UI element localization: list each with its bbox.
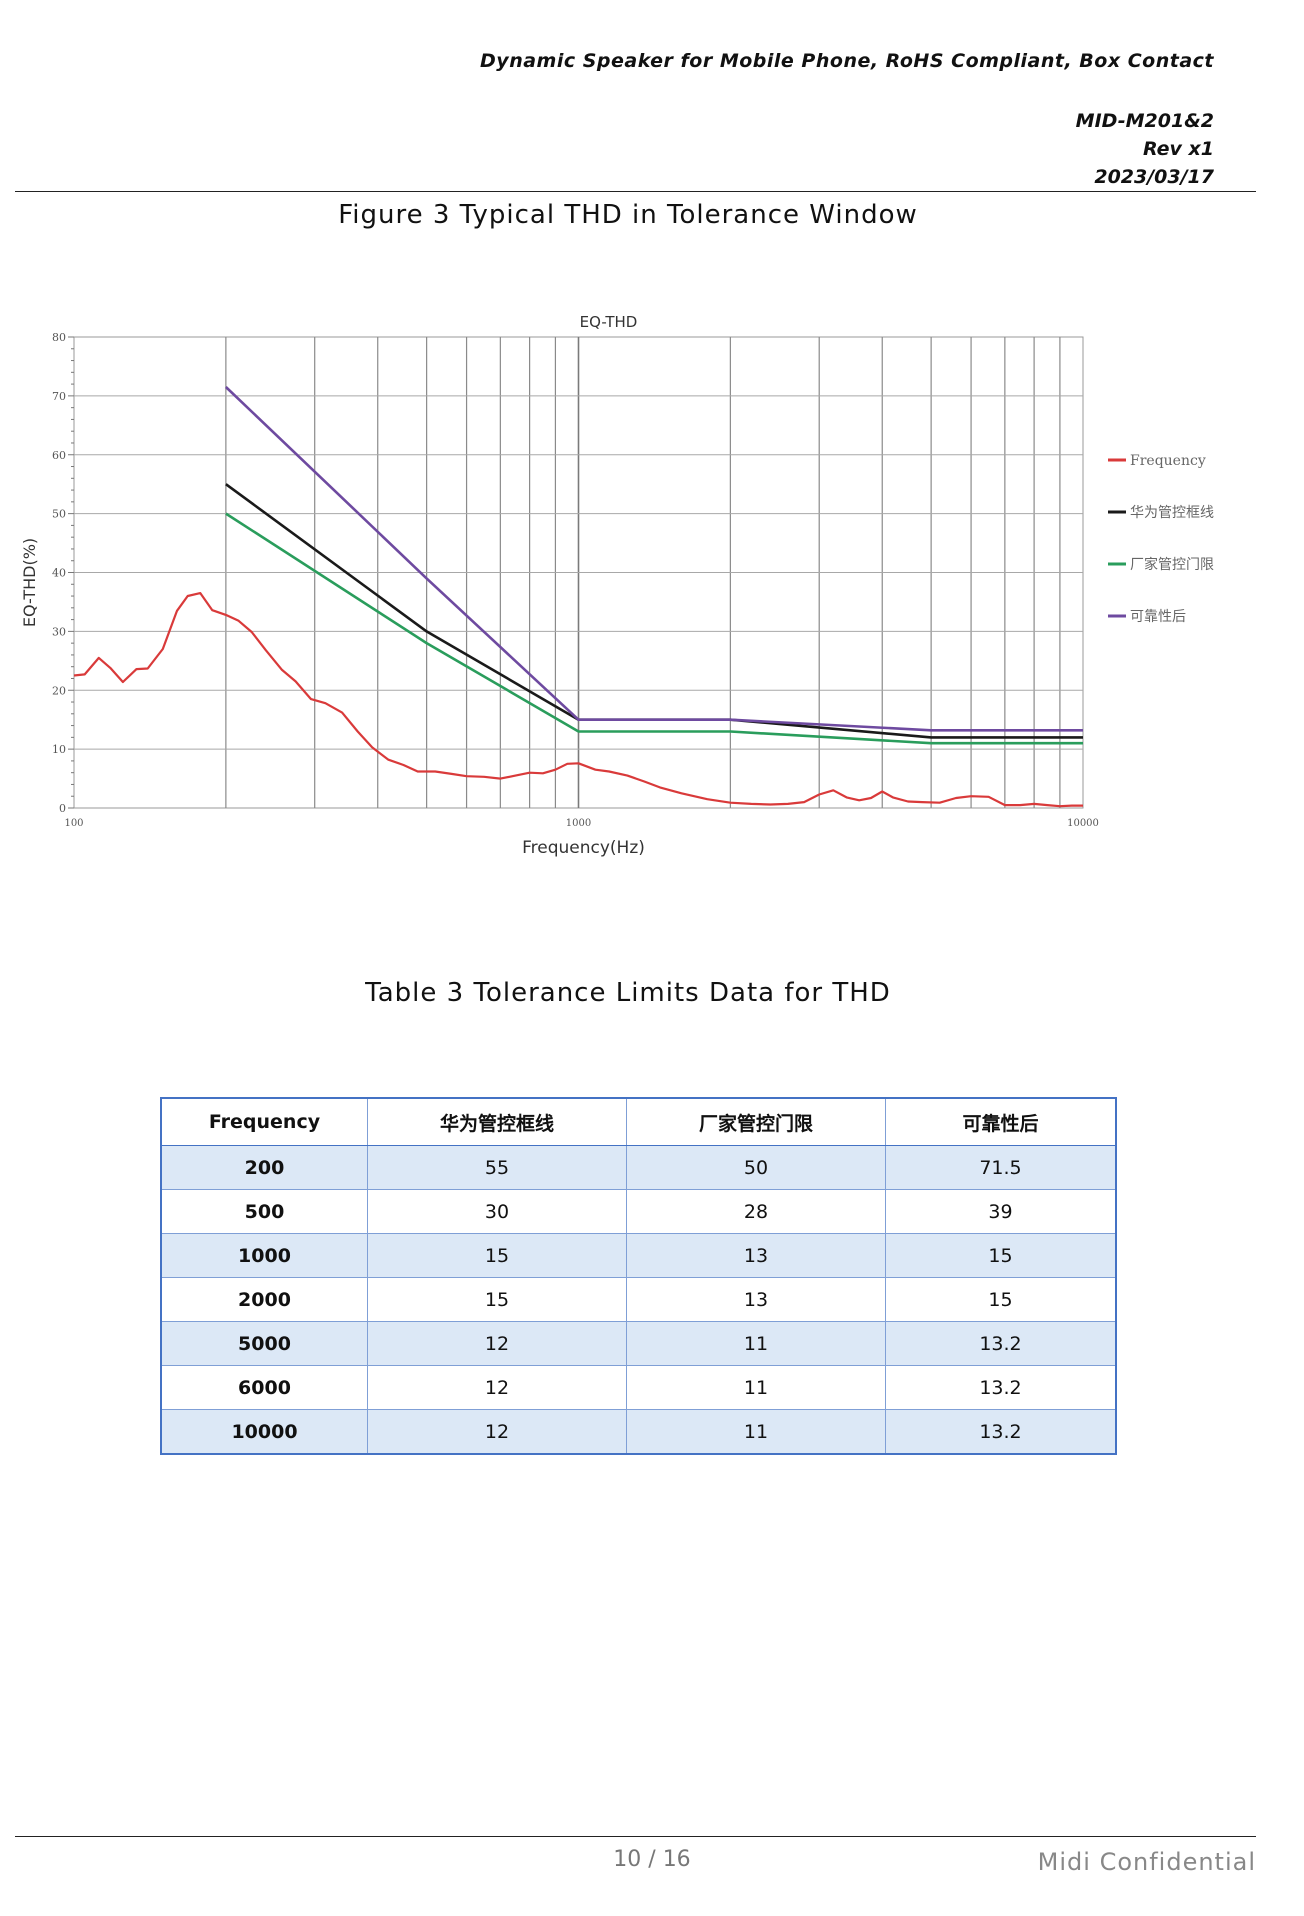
table-caption: Table 3 Tolerance Limits Data for THD: [365, 978, 891, 1008]
y-tick-label: 50: [52, 508, 66, 521]
x-tick-label: 1000: [566, 818, 591, 829]
y-tick-label: 10: [52, 743, 66, 756]
table-cell: 15: [367, 1233, 627, 1278]
document-title: Dynamic Speaker for Mobile Phone, RoHS C…: [480, 50, 1214, 72]
table-row: 2000 15 13 15: [160, 1277, 1117, 1322]
legend-label: 华为管控框线: [1130, 505, 1214, 521]
table-cell: 12: [367, 1321, 627, 1366]
table-cell: 2000: [160, 1277, 368, 1322]
table-row: 200 55 50 71.5: [160, 1145, 1117, 1190]
table-cell: 12: [367, 1409, 627, 1455]
table-row: 1000 15 13 15: [160, 1233, 1117, 1278]
y-tick-label: 30: [52, 625, 66, 638]
legend-label: 厂家管控门限: [1130, 556, 1214, 573]
column-header: 华为管控框线: [367, 1097, 627, 1146]
document-date: 2023/03/17: [1094, 166, 1214, 188]
table-row: 5000 12 11 13.2: [160, 1321, 1117, 1366]
table-cell: 11: [626, 1321, 886, 1366]
table-row: 10000 12 11 13.2: [160, 1409, 1117, 1455]
table-cell: 13.2: [885, 1409, 1117, 1455]
y-tick-label: 20: [52, 684, 66, 697]
table-cell: 15: [885, 1277, 1117, 1322]
table-cell: 39: [885, 1189, 1117, 1234]
table-cell: 28: [626, 1189, 886, 1234]
table-cell: 11: [626, 1365, 886, 1410]
document-number: MID-M201&2: [1075, 110, 1214, 132]
column-header: 可靠性后: [885, 1097, 1117, 1146]
footer-divider: [15, 1836, 1256, 1837]
x-tick-label: 100: [64, 818, 83, 829]
y-tick-label: 40: [52, 567, 66, 580]
table-header-row: Frequency 华为管控框线 厂家管控门限 可靠性后: [160, 1097, 1117, 1146]
table-cell: 55: [367, 1145, 627, 1190]
table-cell: 13.2: [885, 1365, 1117, 1410]
series-line-4: [225, 386, 1083, 732]
series-line-1: [73, 592, 1083, 808]
legend-label: 可靠性后: [1130, 609, 1186, 625]
table-cell: 13: [626, 1233, 886, 1278]
y-tick-label: 70: [52, 390, 66, 403]
x-tick-label: 10000: [1067, 818, 1099, 829]
y-tick-label: 60: [52, 449, 66, 462]
y-axis-label: EQ-THD(%): [20, 538, 39, 627]
table-cell: 30: [367, 1189, 627, 1234]
table-cell: 15: [885, 1233, 1117, 1278]
legend-label: Frequency: [1130, 453, 1206, 469]
table-row: 6000 12 11 13.2: [160, 1365, 1117, 1410]
y-tick-label: 80: [52, 331, 66, 344]
table-cell: 6000: [160, 1365, 368, 1410]
table-cell: 12: [367, 1365, 627, 1410]
table-cell: 10000: [160, 1409, 368, 1455]
chart-title: EQ-THD: [580, 313, 638, 331]
table-cell: 1000: [160, 1233, 368, 1278]
table-cell: 13.2: [885, 1321, 1117, 1366]
tolerance-table: Frequency 华为管控框线 厂家管控门限 可靠性后 200 55 50 7…: [160, 1097, 1117, 1455]
revision-label: Rev x1: [1142, 138, 1214, 160]
table-cell: 13: [626, 1277, 886, 1322]
page-number: 10 / 16: [613, 1847, 691, 1872]
column-header: 厂家管控门限: [626, 1097, 886, 1146]
table-cell: 50: [626, 1145, 886, 1190]
x-axis-label: Frequency(Hz): [522, 838, 645, 858]
table-row: 500 30 28 39: [160, 1189, 1117, 1234]
column-header: Frequency: [160, 1097, 368, 1146]
thd-chart: 0 10 20 30 40 50 60 70 80 100 1000 10000 EQ-THD Frequ…: [20, 313, 1214, 858]
series-line-3: [225, 512, 1083, 745]
y-tick-label: 0: [59, 802, 66, 815]
table-cell: 500: [160, 1189, 368, 1234]
table-cell: 11: [626, 1409, 886, 1455]
table-cell: 5000: [160, 1321, 368, 1366]
header-divider: [15, 191, 1256, 192]
table-cell: 15: [367, 1277, 627, 1322]
table-cell: 71.5: [885, 1145, 1117, 1190]
figure-caption: Figure 3 Typical THD in Tolerance Window: [338, 200, 918, 230]
confidential-label: Midi Confidential: [1037, 1848, 1256, 1876]
table-cell: 200: [160, 1145, 368, 1190]
